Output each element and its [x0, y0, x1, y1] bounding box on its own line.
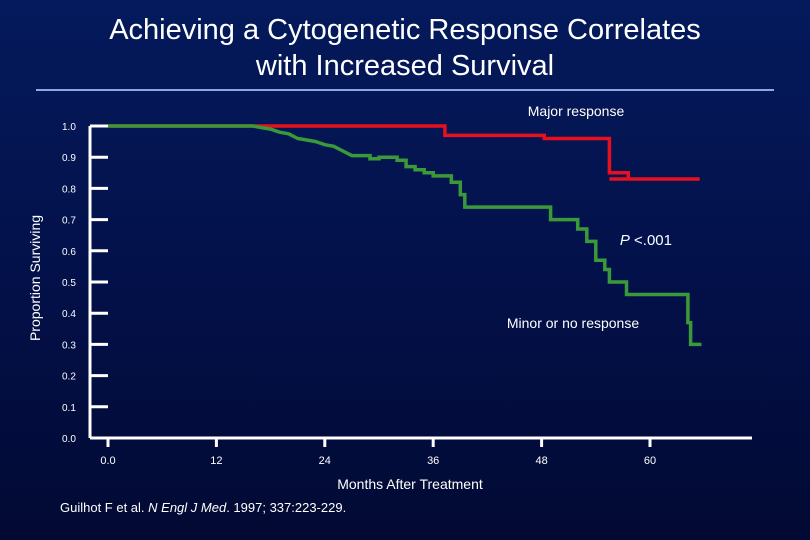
- y-axis-label: Proportion Surviving: [27, 215, 43, 341]
- series-line-major: [108, 124, 700, 181]
- y-tick-label: 0.1: [62, 403, 76, 414]
- annotation-minor-response: Minor or no response: [507, 315, 640, 331]
- y-tick-label: 0.4: [62, 309, 76, 320]
- chart-axes: [88, 126, 752, 440]
- x-axis-label: Months After Treatment: [337, 476, 483, 492]
- y-tick-label: 0.9: [62, 153, 76, 164]
- y-tick-label: 0.7: [62, 216, 76, 227]
- title-line-1: Achieving a Cytogenetic Response Correla…: [109, 14, 701, 46]
- annotation-major-response: Major response: [528, 103, 625, 119]
- y-tick-label: 0.6: [62, 247, 76, 258]
- series-layer: [108, 124, 702, 347]
- title-line-2: with Increased Survival: [255, 50, 555, 82]
- y-ticks: 0.0 0.1 0.2 0.3 0.4 0.5 0.6 0.7 0.8 0.9 1.0: [62, 122, 108, 445]
- annotation-p-value: P <.001: [620, 232, 672, 249]
- y-tick-label: 0.8: [62, 184, 76, 195]
- slide-title: Achieving a Cytogenetic Response Correla…: [0, 12, 810, 84]
- citation-suffix: . 1997; 337:223-229.: [226, 500, 347, 515]
- citation-journal: N Engl J Med: [148, 500, 227, 515]
- x-tick-label: 60: [644, 455, 656, 467]
- x-ticks: 0.0 12 24 36 48 60: [100, 438, 656, 467]
- citation: Guilhot F et al. N Engl J Med. 1997; 337…: [60, 500, 346, 515]
- x-tick-label: 24: [319, 455, 331, 467]
- y-tick-label: 0.3: [62, 340, 76, 351]
- series-line-minor: [108, 124, 702, 347]
- citation-prefix: Guilhot F et al.: [60, 500, 149, 515]
- p-value-italic: P: [620, 232, 630, 249]
- x-tick-label: 36: [427, 455, 439, 467]
- y-tick-label: 0.2: [62, 372, 76, 383]
- p-value-text: <.001: [630, 232, 672, 249]
- x-tick-label: 12: [210, 455, 222, 467]
- y-tick-label: 1.0: [62, 122, 76, 133]
- x-tick-label: 0.0: [100, 455, 115, 467]
- y-tick-label: 0.5: [62, 278, 76, 289]
- x-tick-label: 48: [535, 455, 547, 467]
- title-divider: [36, 89, 774, 91]
- y-tick-label: 0.0: [62, 434, 76, 445]
